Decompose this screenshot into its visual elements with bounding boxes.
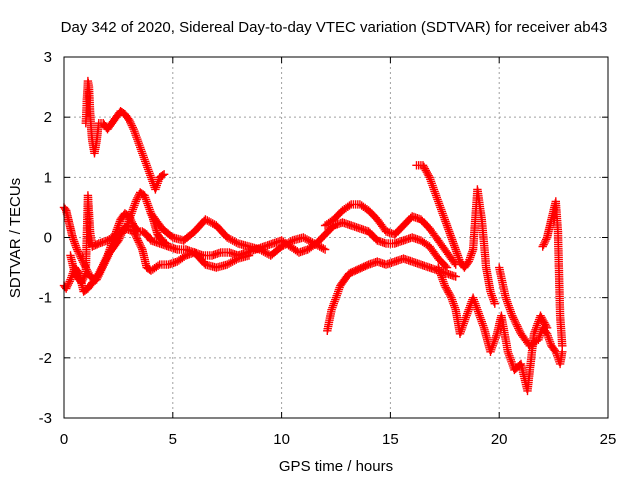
series-arc-final xyxy=(538,197,567,350)
y-tick-label: 1 xyxy=(44,169,52,186)
series-arc-high-early xyxy=(81,76,169,194)
series-arc-mid-right xyxy=(320,200,460,269)
data-point-markers xyxy=(66,191,254,287)
series-arc-c xyxy=(66,191,254,287)
y-tick-label: -1 xyxy=(39,290,52,307)
series-arc-mid-centre xyxy=(233,218,452,272)
data-point-markers xyxy=(495,263,567,369)
y-tick-label: 3 xyxy=(44,49,52,66)
x-tick-label: 25 xyxy=(600,431,617,448)
data-point-markers xyxy=(81,76,169,194)
data-marks xyxy=(59,76,567,396)
y-tick-label: -3 xyxy=(39,410,52,427)
y-axis-label: SDTVAR / TECUs xyxy=(7,178,24,298)
y-tick-label: 0 xyxy=(44,230,52,247)
axis-ticks: 0 5 10 15 20 25 -3 -2 -1 0 1 2 3 xyxy=(39,49,617,448)
x-tick-label: 0 xyxy=(60,431,68,448)
y-tick-label: -2 xyxy=(39,350,52,367)
data-point-markers xyxy=(412,161,499,308)
x-tick-label: 20 xyxy=(491,431,508,448)
data-point-markers xyxy=(538,197,567,350)
x-tick-label: 5 xyxy=(169,431,177,448)
y-tick-label: 2 xyxy=(44,109,52,126)
series-arc-late-end xyxy=(495,263,567,369)
x-axis-label: GPS time / hours xyxy=(279,458,393,475)
data-point-markers xyxy=(320,200,460,269)
series-arc-late-high xyxy=(412,161,499,308)
chart-title: Day 342 of 2020, Sidereal Day-to-day VTE… xyxy=(61,19,608,36)
x-tick-label: 10 xyxy=(273,431,290,448)
data-point-markers xyxy=(233,218,452,272)
x-tick-label: 15 xyxy=(382,431,399,448)
